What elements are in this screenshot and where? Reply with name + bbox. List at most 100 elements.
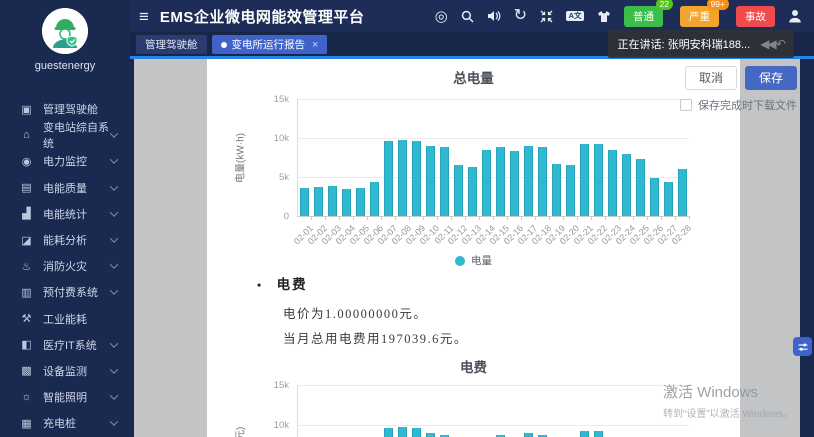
sidebar-item-2[interactable]: ⌂ 变电站综自系统 [0,122,130,151]
cancel-button[interactable]: 取消 [684,66,737,91]
sidebar-item-3[interactable]: ◉ 电力监控 [0,148,130,174]
gridline [297,177,689,178]
section-title: 电费 [276,277,308,292]
badge-count: 22 [655,0,673,10]
tab-2[interactable]: 变电所运行报告 × [211,35,328,54]
chevron-down-icon [109,260,119,270]
bar [481,150,491,216]
x-axis-tick [675,216,676,220]
chevron-down-icon [109,391,119,400]
fullscreen-compress-icon[interactable] [540,10,553,23]
bar [299,187,309,216]
x-axis-tick [521,216,522,220]
refresh-icon[interactable]: ↻ [513,7,528,24]
x-axis-tick [339,216,340,220]
device-monitor-icon: ▩ [21,365,32,378]
sidebar-item-9[interactable]: ⚒ 工业能耗 [0,306,130,332]
download-checkbox[interactable] [680,99,692,111]
engineer-avatar-icon [42,8,88,54]
x-axis-tick [451,216,452,220]
user-avatar[interactable] [42,8,88,54]
bar [467,166,477,216]
bar [411,428,421,437]
sidebar: guestenergy ▣ 管理驾驶舱 ⌂ 变电站综自系统 ◉ 电力监控 ▤ 电能质量 ▟ 电能统… [0,0,130,437]
close-tab-icon[interactable]: × [312,38,319,51]
alarm-badge-1[interactable]: 普通 22 [624,0,673,27]
sidebar-item-label: 电力监控 [43,156,87,169]
y-axis-tick-label: 10k [273,420,289,431]
x-axis-tick [535,216,536,220]
sidebar-item-8[interactable]: ▥ 预付费系统 [0,279,130,305]
legend-label: 电量 [471,255,492,267]
chart-legend[interactable]: 电量 [207,253,740,268]
total-energy-chart: 总电量 0 5k 10k 15k 电量(kW·h) 02-01 02-02 02-03 02-04… [207,65,740,297]
alarm-badge-2[interactable]: 严重 99+ [680,0,729,27]
sidebar-item-label: 消防火灾 [43,261,87,274]
alarm-badge-3[interactable]: 事故 [736,5,775,27]
medical-it-icon: ◧ [21,339,32,352]
y-axis-tick-label: 0 [283,211,289,222]
download-option-row: 保存完成时下载文件 [680,97,797,113]
sidebar-item-label: 电能统计 [43,208,87,221]
chevron-down-icon [109,365,119,374]
theme-skin-icon[interactable] [597,10,611,23]
sidebar-item-label: 预付费系统 [43,287,98,300]
sidebar-item-label: 能耗分析 [43,235,87,248]
sidebar-item-11[interactable]: ▩ 设备监测 [0,358,130,384]
y-axis-tick-label: 15k [273,380,289,391]
chevron-down-icon [109,234,119,243]
sidebar-item-7[interactable]: ♨ 消防火灾 [0,253,130,279]
bar [425,433,435,437]
chevron-down-icon [109,417,119,427]
sidebar-item-6[interactable]: ◪ 能耗分析 [0,227,130,253]
search-icon[interactable] [461,10,474,23]
active-tab-dot [220,41,227,48]
total-fee-line: 当月总用电费用197039.6元。 [283,332,468,346]
energy-analysis-icon: ◪ [21,234,32,247]
sidebar-menu: ▣ 管理驾驶舱 ⌂ 变电站综自系统 ◉ 电力监控 ▤ 电能质量 ▟ 电能统计 ◪ 能耗分析 ♨ 消防火灾 ▥… [0,96,130,436]
right-rail[interactable] [800,59,814,437]
x-axis-tick [437,216,438,220]
dashboard-target-icon[interactable]: ◎ [434,7,448,25]
x-axis-tick [605,216,606,220]
toast-arrows-icon: ◀◀ ↶ [760,37,786,51]
voice-broadcast-icon[interactable] [487,10,501,22]
bar [593,144,603,216]
bar [579,144,589,216]
header: ≡ EMS企业微电网能效管理平台 ◎ ↻ A文 普通 22 严重 99+ 事故 [130,0,814,32]
save-toolbar: 取消 保存 [684,66,797,91]
bar [439,147,449,216]
report-settings-button[interactable] [793,337,812,356]
bar [425,145,435,216]
bar [369,182,379,216]
cockpit-icon: ▣ [21,103,32,116]
bar [537,434,547,437]
sidebar-item-label: 变电站综自系统 [43,122,109,151]
bar [355,187,365,216]
y-axis-tick-label: 15k [273,94,289,105]
tab-label: 变电所运行报告 [231,39,306,51]
sidebar-item-1[interactable]: ▣ 管理驾驶舱 [0,96,130,122]
chevron-down-icon [109,155,119,165]
chart-title: 总电量 [453,71,494,86]
translate-icon[interactable]: A文 [566,10,584,22]
bar [649,177,659,216]
y-axis-name: 电量(kW·h) [235,132,247,183]
user-icon[interactable] [788,9,802,23]
sidebar-item-10[interactable]: ◧ 医疗IT系统 [0,332,130,358]
electricity-fee-chart: 电费05k10k15k电费(元) [207,354,740,437]
collapse-menu-icon[interactable]: ≡ [139,6,149,26]
y-axis-line [297,99,298,216]
sidebar-item-5[interactable]: ▟ 电能统计 [0,201,130,227]
sidebar-item-13[interactable]: ▦ 充电桩 [0,410,130,436]
x-axis-tick [381,216,382,220]
header-actions: ◎ ↻ A文 普通 22 严重 99+ 事故 [434,0,802,27]
sidebar-item-12[interactable]: ☼ 智能照明 [0,384,130,410]
y-axis-tick-label: 5k [278,172,289,183]
tab-1[interactable]: 管理驾驶舱 [136,35,207,54]
sidebar-item-4[interactable]: ▤ 电能质量 [0,175,130,201]
price-line: 电价为1.00000000元。 [283,307,428,321]
toast-text: 正在讲话: 张明安科瑞188... [617,39,751,51]
bar [579,431,589,437]
save-button[interactable]: 保存 [744,66,797,91]
